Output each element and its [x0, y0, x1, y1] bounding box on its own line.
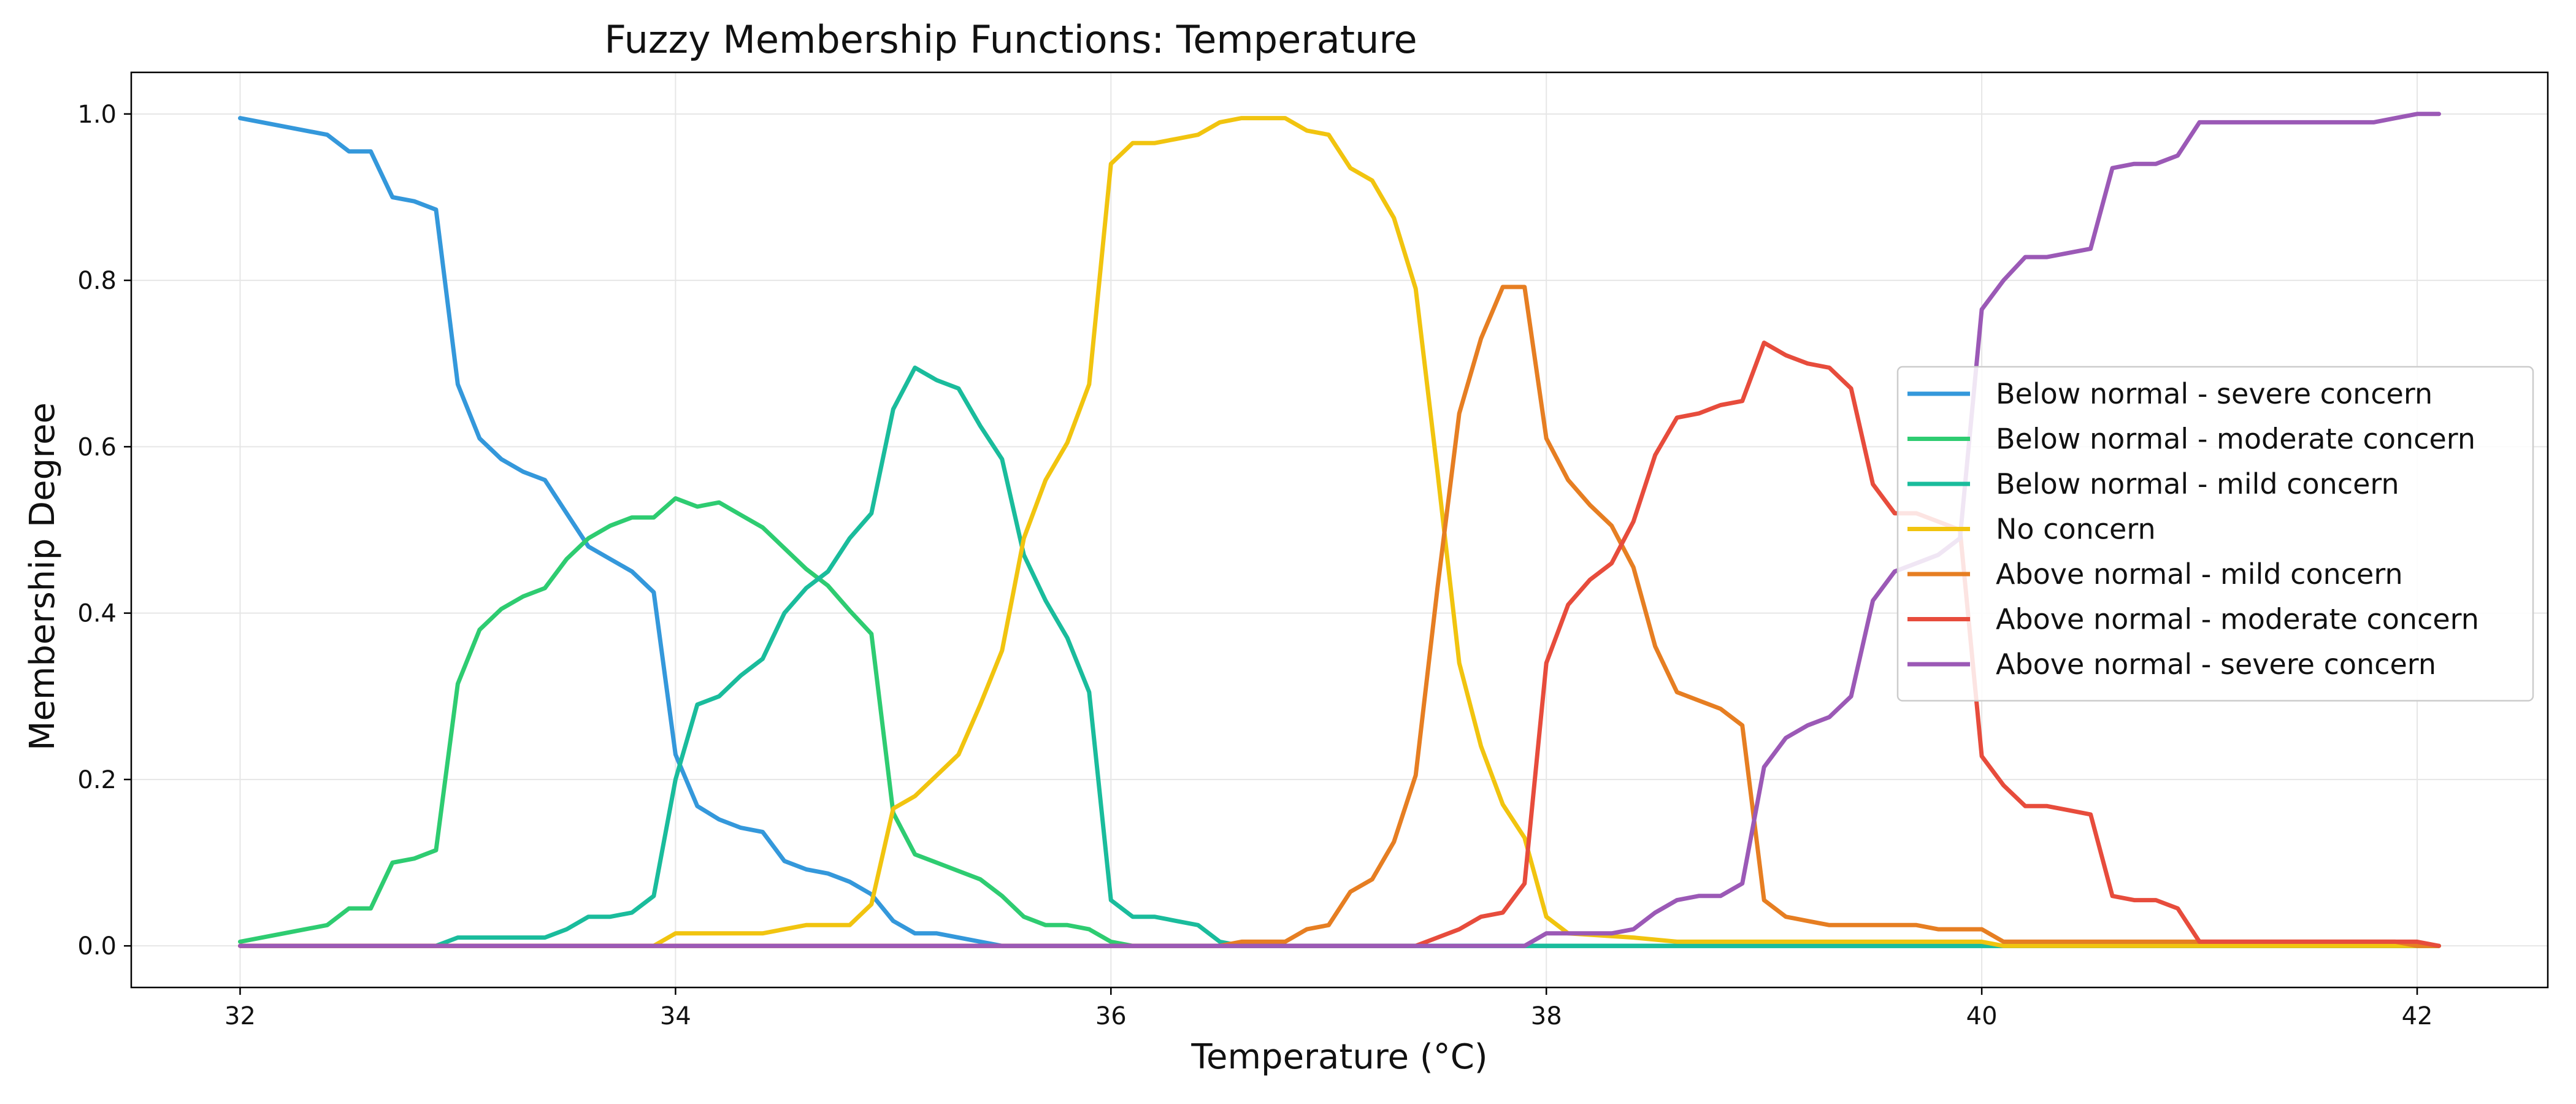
y-tick-label: 0.0 [77, 932, 117, 960]
series-line-1 [238, 116, 2441, 948]
legend-label-4: No concern [1996, 513, 2156, 546]
legend-label-2: Below normal - moderate concern [1996, 423, 2475, 456]
legend-label-5: Above normal - mild concern [1996, 558, 2403, 591]
series-line-5 [238, 285, 2441, 948]
plot-area: 32 34 36 38 40 42 0.0 0.2 0.4 0.6 0.8 1.0 [77, 71, 2549, 1030]
y-tick-label: 0.8 [77, 267, 117, 295]
legend-label-6: Above normal - moderate concern [1996, 603, 2479, 636]
y-tick-label: 0.2 [77, 766, 117, 794]
x-tick-label: 36 [1095, 1002, 1127, 1030]
legend-label-7: Above normal - severe concern [1996, 648, 2436, 681]
y-tick-label: 1.0 [77, 101, 117, 129]
y-axis-label: Membership Degree [23, 402, 63, 751]
x-axis-label: Temperature (°C) [1190, 1037, 1487, 1077]
legend-label-3: Below normal - mild concern [1996, 467, 2399, 500]
series-line-3 [238, 366, 2441, 948]
series-line-4 [238, 116, 2441, 948]
legend-label-1: Below normal - severe concern [1996, 377, 2432, 410]
y-tick-label: 0.6 [77, 433, 117, 461]
series-line-2 [238, 496, 2441, 948]
legend-box [1896, 366, 2534, 702]
series-line-6 [238, 340, 2441, 948]
x-tick-label: 34 [660, 1002, 691, 1030]
plot-frame [130, 71, 2549, 989]
y-tick-label: 0.4 [77, 600, 117, 628]
x-tick-label: 40 [1966, 1002, 1998, 1030]
x-tick-label: 38 [1531, 1002, 1562, 1030]
chart-title: Fuzzy Membership Functions: Temperature [604, 17, 1417, 62]
x-tick-label: 42 [2402, 1002, 2433, 1030]
x-tick-label: 32 [224, 1002, 256, 1030]
legend: Below normal - severe concern Below norma… [1896, 366, 2534, 702]
